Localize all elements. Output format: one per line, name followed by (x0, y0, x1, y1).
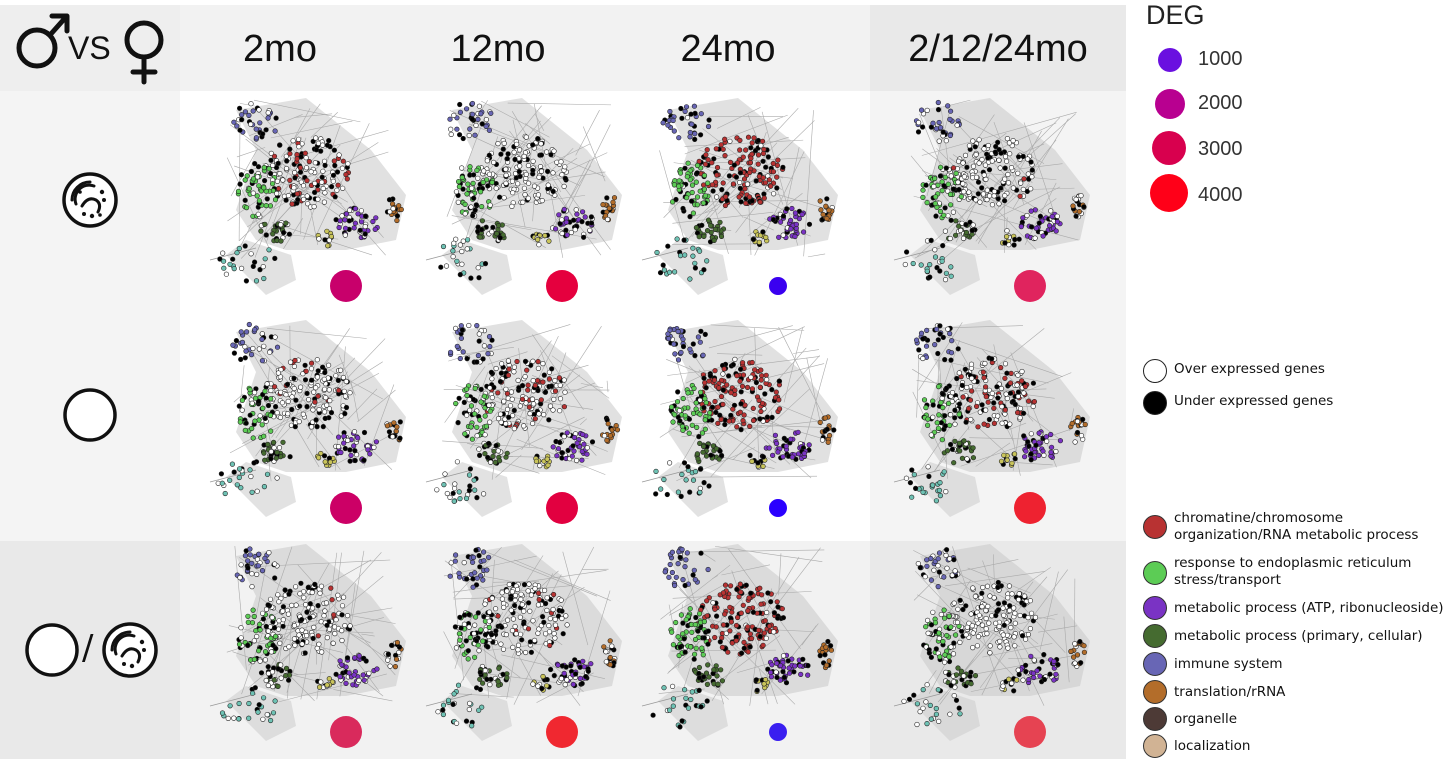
deg-size-indicator (1014, 492, 1046, 524)
male-symbol-icon (16, 13, 164, 85)
gene-network-4 (209, 320, 406, 517)
deg-size-indicator (769, 499, 787, 517)
gene-network-7 (893, 320, 1090, 517)
deg-size-dot (1150, 174, 1188, 212)
deg-size-indicator (330, 492, 362, 524)
bacteria-dish-icon (62, 172, 118, 228)
gene-network-8 (209, 544, 406, 741)
deg-legend-label: 1000 (1198, 48, 1243, 70)
over-expressed-swatch (1143, 359, 1167, 383)
column-header-2mo: 2mo (243, 28, 317, 70)
category-legend-label: response to endoplasmic reticulum (1174, 555, 1412, 571)
deg-size-dot (1158, 48, 1182, 72)
column-header-bg (180, 5, 870, 91)
category-swatch (1143, 596, 1167, 620)
gene-network-0 (209, 98, 406, 295)
column-header-aggregate: 2/12/24mo (908, 28, 1088, 70)
empty-dish-over-bacteria-dish-icon (25, 622, 158, 678)
category-legend-label: organelle (1174, 711, 1238, 727)
gene-network-6 (641, 320, 838, 517)
category-swatch (1143, 652, 1167, 676)
deg-size-indicator (330, 716, 362, 748)
deg-legend-label: 4000 (1198, 184, 1243, 206)
gene-network-9 (425, 544, 622, 741)
gene-network-3 (893, 98, 1090, 295)
category-swatch (1143, 561, 1167, 585)
expression-legend-label: Over expressed genes (1174, 361, 1325, 377)
category-legend-label: chromatine/chromosome (1174, 510, 1344, 526)
category-swatch (1143, 515, 1167, 539)
deg-size-dot (1152, 131, 1186, 165)
deg-size-indicator (330, 270, 362, 302)
dish-ratio-label: / (22, 618, 162, 682)
deg-size-indicator (769, 723, 787, 741)
deg-legend-label: 2000 (1198, 92, 1243, 114)
category-legend-label: metabolic process (primary, cellular) (1174, 628, 1423, 644)
vs-label: VS (68, 30, 111, 66)
category-legend-label: stress/transport (1174, 572, 1281, 588)
deg-size-indicator (1014, 270, 1046, 302)
category-legend-label: metabolic process (ATP, ribonucleoside) (1174, 600, 1444, 616)
row-label-bg-1 (0, 91, 180, 541)
aggregate-header-bg (870, 5, 1126, 91)
gene-network-2 (641, 98, 838, 295)
under-expressed-swatch (1143, 391, 1167, 415)
deg-size-dot (1155, 89, 1185, 119)
category-swatch (1143, 707, 1167, 731)
category-swatch (1143, 734, 1167, 758)
category-legend-label: immune system (1174, 656, 1283, 672)
deg-size-indicator (1014, 716, 1046, 748)
deg-legend-label: 3000 (1198, 138, 1243, 160)
deg-legend-title: DEG (1146, 0, 1205, 30)
deg-size-indicator (546, 270, 578, 302)
gene-network-11 (893, 544, 1090, 741)
deg-size-indicator (769, 277, 787, 295)
deg-size-indicator (546, 492, 578, 524)
gene-network-1 (425, 98, 622, 295)
comparison-header: VS (14, 10, 174, 86)
column-header-12mo: 12mo (450, 28, 546, 70)
column-header-24mo: 24mo (680, 28, 776, 70)
category-swatch (1143, 624, 1167, 648)
corner-header-bg (0, 5, 180, 91)
empty-dish-icon (63, 388, 117, 442)
category-legend-label: organization/RNA metabolic process (1174, 527, 1419, 543)
category-legend-label: localization (1174, 738, 1251, 754)
gene-network-10 (641, 544, 838, 741)
ratio-separator: / (82, 628, 94, 668)
gene-network-5 (425, 320, 622, 517)
category-legend-label: translation/rRNA (1174, 684, 1286, 700)
deg-size-indicator (546, 716, 578, 748)
expression-legend-label: Under expressed genes (1174, 393, 1334, 409)
category-swatch (1143, 680, 1167, 704)
